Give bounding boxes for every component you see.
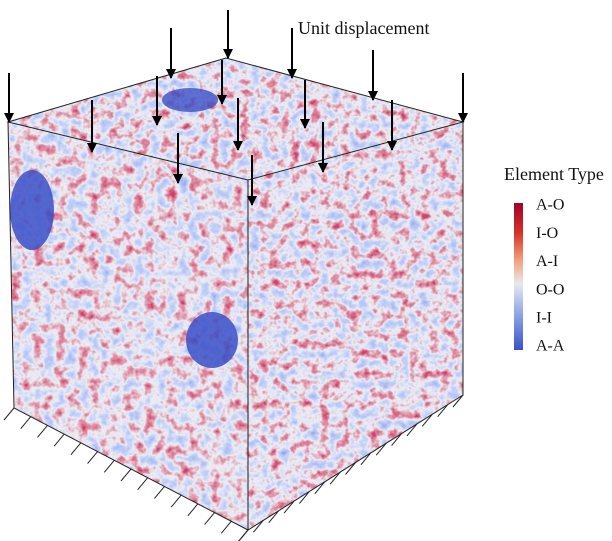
figure: Unit displacement Element Type A-O I-O A-I… (0, 0, 612, 541)
tick (238, 530, 248, 541)
tick (205, 513, 215, 525)
legend-label: A-A (536, 338, 565, 355)
legend-label: I-I (536, 309, 552, 326)
cluster (162, 88, 218, 112)
tick (37, 425, 47, 437)
legend-label: A-I (536, 253, 558, 270)
tick (21, 417, 31, 429)
legend: A-O I-O A-I O-O I-I A-A (536, 197, 565, 355)
tick (154, 486, 164, 498)
legend-label: I-O (536, 225, 558, 242)
cluster (186, 312, 238, 368)
tick (54, 434, 64, 446)
tick (188, 504, 198, 516)
tick (221, 521, 231, 533)
cluster (10, 170, 54, 250)
tick (88, 452, 98, 464)
tick (121, 469, 131, 481)
right-face (240, 110, 470, 540)
tick (71, 443, 81, 455)
tick (4, 408, 14, 420)
cube (0, 50, 470, 540)
tick (171, 495, 181, 507)
annotation: Unit displacement (298, 18, 429, 38)
legend-label: O-O (536, 281, 564, 298)
colorbar (514, 203, 523, 350)
tick (138, 478, 148, 490)
legend-title: Element Type (504, 164, 604, 184)
legend-label: A-O (536, 197, 564, 214)
tick (104, 460, 114, 472)
